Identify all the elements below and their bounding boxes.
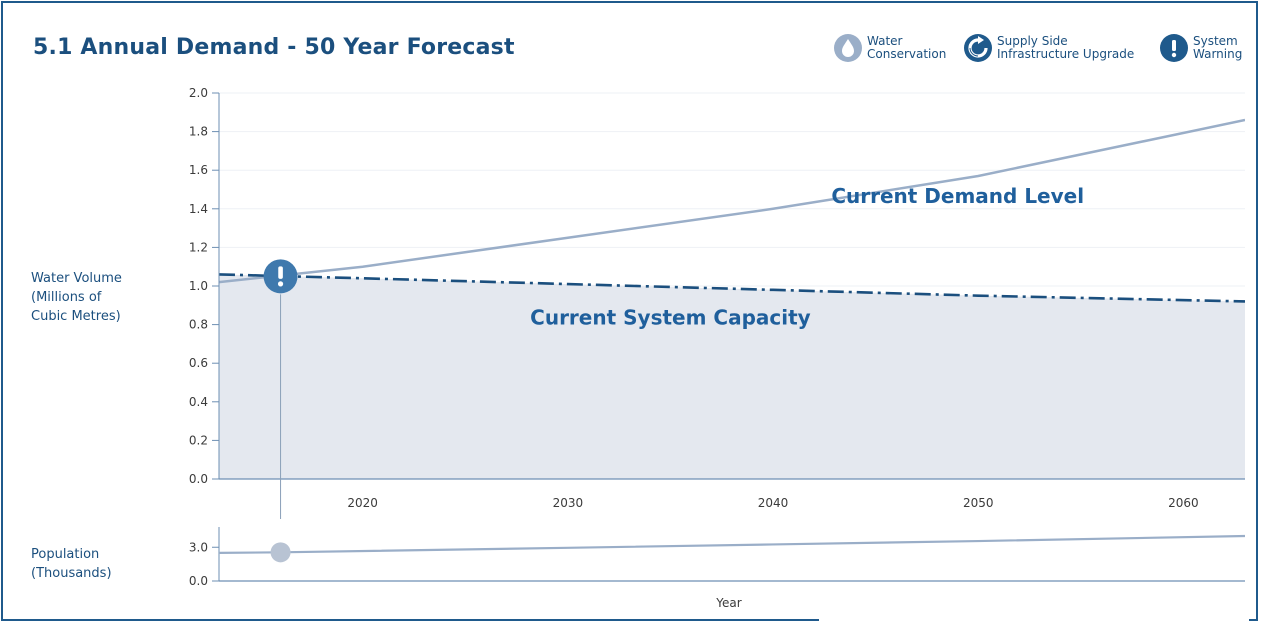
- refresh-arrow-icon: [964, 34, 992, 62]
- legend-label-line1: Supply Side: [997, 34, 1068, 48]
- y-tick-label: 1.8: [189, 125, 208, 139]
- x-tick-label: 2040: [758, 496, 789, 510]
- y-axis-title-line: Population: [31, 547, 100, 562]
- legend-supply-side-upgrade[interactable]: Supply Side Infrastructure Upgrade: [963, 31, 1134, 65]
- capacity-area: [219, 274, 1245, 479]
- legend-label-line2: Conservation: [867, 47, 947, 61]
- x-tick-label: 2020: [347, 496, 378, 510]
- population-marker: [270, 542, 291, 563]
- y-tick-label: 0.0: [189, 472, 208, 486]
- y-tick-label: 0.2: [189, 433, 208, 447]
- legend-label-line2: Warning: [1193, 47, 1243, 61]
- legend-label-line1: Water: [867, 34, 903, 48]
- population-line: [218, 534, 1245, 554]
- water-drop-icon: [834, 34, 862, 62]
- y-axis-title-population: Population (Thousands): [31, 545, 112, 583]
- y-tick-label: 0.8: [189, 318, 208, 332]
- y-tick-label: 0.6: [189, 356, 208, 370]
- legend-label-line2: Infrastructure Upgrade: [997, 47, 1135, 61]
- annotation-label: Current Demand Level: [831, 184, 1084, 208]
- chart-svg: 0.0 0.2 0.4 0.6 0.8 1.0 1.2 1.4 1.6 1.8 2.0 2020 203…: [189, 86, 1245, 610]
- exclamation-icon: [1160, 34, 1188, 62]
- y-axis-title-line: (Thousands): [31, 566, 112, 581]
- chart-title: 5.1 Annual Demand - 50 Year Forecast: [33, 35, 515, 60]
- y-tick-label: 0.4: [189, 395, 208, 409]
- pop-y-tick-label: 3.0: [189, 540, 208, 554]
- x-tick-label: 2030: [553, 496, 584, 510]
- warning-marker-bar: [278, 266, 283, 279]
- chart-panel: 5.1 Annual Demand - 50 Year Forecast Wat…: [17, 21, 1245, 615]
- warning-marker-dot: [277, 281, 284, 287]
- y-axis-title-water-volume: Water Volume (Millions of Cubic Metres): [31, 269, 122, 326]
- x-tick-label: 2060: [1168, 496, 1199, 510]
- legend-water-conservation[interactable]: Water Conservation: [833, 31, 946, 65]
- y-tick-label: 1.6: [189, 163, 208, 177]
- panel-edge: [819, 611, 1249, 629]
- x-tick-label: 2050: [963, 496, 994, 510]
- y-axis-title-line: Cubic Metres): [31, 309, 121, 324]
- demand-line: [218, 118, 1245, 284]
- y-tick-label: 1.2: [189, 240, 208, 254]
- legend-label-line1: System: [1193, 34, 1238, 48]
- capacity-line: [218, 273, 1245, 303]
- pop-y-tick-label: 0.0: [189, 574, 208, 588]
- x-axis-title: Year: [715, 596, 741, 610]
- legend-system-warning[interactable]: System Warning: [1159, 31, 1242, 65]
- y-axis-title-line: Water Volume: [31, 271, 122, 286]
- y-axis-title-line: (Millions of: [31, 290, 102, 305]
- annotation-label: Current System Capacity: [530, 306, 811, 330]
- y-tick-label: 2.0: [189, 86, 208, 100]
- y-tick-label: 1.4: [189, 202, 208, 216]
- y-tick-label: 1.0: [189, 279, 208, 293]
